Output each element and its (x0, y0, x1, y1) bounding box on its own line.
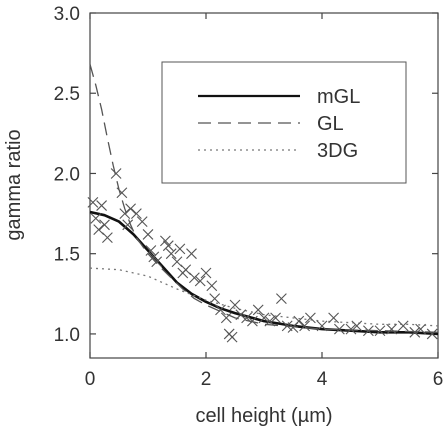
data-point (174, 243, 186, 255)
x-tick-label: 0 (85, 369, 96, 390)
data-point (264, 315, 276, 327)
data-point (328, 312, 339, 324)
plot-frame (89, 12, 439, 359)
data-point (351, 320, 363, 332)
data-point (226, 331, 238, 343)
data-point (252, 304, 264, 316)
data-point (363, 325, 374, 337)
data-point (116, 187, 128, 199)
data-point (258, 312, 270, 324)
x-axis-label: cell height (µm) (195, 405, 332, 427)
data-point (334, 323, 345, 335)
data-point (293, 315, 305, 327)
data-point (276, 293, 287, 305)
legend: mGL GL 3DG (161, 61, 407, 184)
series-line-3dg (89, 267, 439, 327)
data-point (345, 323, 357, 335)
legend-label-3dg: 3DG (317, 140, 358, 162)
data-point (241, 312, 252, 324)
data-point (142, 229, 154, 240)
data-point (235, 309, 247, 321)
data-point (125, 203, 136, 215)
data-point (189, 272, 200, 284)
y-tick-label: 2.0 (54, 164, 80, 185)
data-point (102, 232, 113, 244)
data-point (171, 256, 183, 268)
y-tick-label: 1.0 (54, 325, 80, 346)
data-point (247, 315, 258, 327)
data-point (316, 320, 328, 332)
data-point (415, 323, 426, 335)
data-point (119, 208, 131, 219)
data-point (305, 312, 316, 324)
data-point (148, 251, 160, 263)
data-point (229, 299, 241, 311)
data-point (200, 267, 212, 279)
scatter-layer (87, 168, 438, 343)
data-point (180, 264, 192, 276)
data-point (162, 240, 174, 252)
legend-label-gl: GL (317, 113, 344, 135)
data-point (136, 216, 148, 227)
data-point (160, 235, 171, 247)
data-point (299, 320, 310, 332)
data-point (165, 248, 177, 260)
data-point (186, 248, 197, 260)
data-point (194, 275, 206, 287)
x-tick-label: 6 (433, 369, 444, 390)
y-axis-label: gamma ratio (3, 129, 25, 240)
y-tick-label: 2.5 (54, 84, 80, 105)
data-point (90, 213, 102, 224)
x-tick-label: 4 (317, 369, 328, 390)
data-point (96, 200, 107, 211)
x-tick-label: 2 (201, 369, 212, 390)
data-point (220, 312, 232, 324)
data-point (131, 208, 142, 219)
data-point (110, 168, 122, 179)
series-line-mgl (89, 210, 439, 336)
data-point (99, 219, 110, 231)
y-tick-label: 3.0 (54, 4, 80, 25)
data-point (151, 256, 163, 268)
y-tick-label: 1.5 (54, 245, 80, 266)
data-point (145, 245, 157, 256)
data-point (93, 224, 105, 236)
series-layer (89, 64, 439, 336)
series-line-gl (89, 64, 439, 333)
axis-ticks: 0 2 4 6 1.0 1.5 2.0 2.5 3.0 (54, 4, 444, 390)
data-point (426, 328, 438, 340)
data-point (209, 293, 221, 305)
data-point (270, 312, 281, 324)
data-point (374, 325, 386, 337)
data-point (409, 326, 421, 338)
data-point (215, 304, 226, 316)
data-point (386, 323, 397, 335)
data-point (87, 196, 99, 208)
legend-label-mgl: mGL (317, 86, 360, 108)
data-point (397, 320, 409, 332)
data-point (122, 219, 134, 231)
data-point (206, 280, 218, 292)
